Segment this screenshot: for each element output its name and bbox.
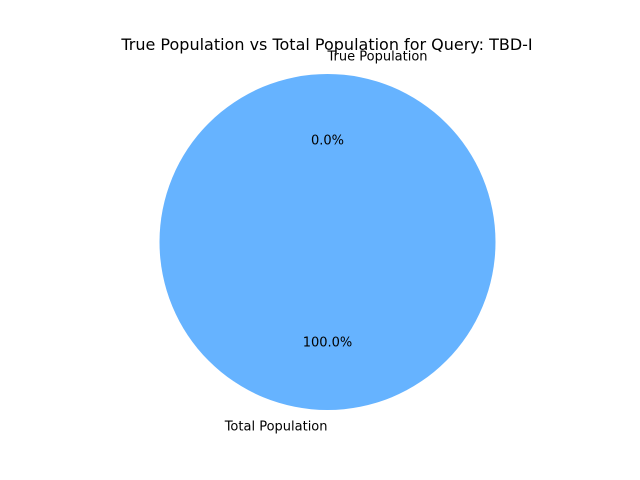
chart-title: True Population vs Total Population for … <box>120 35 532 54</box>
slice-pct-label-0: 0.0% <box>311 134 344 149</box>
slice-label-0: True Population <box>327 50 428 65</box>
pie-labels: True Population 0.0% Total Population 100.0… <box>224 50 428 435</box>
pie-slices <box>159 74 496 410</box>
pie-slice-1 <box>159 74 496 410</box>
slice-label-1: Total Population <box>224 419 328 434</box>
slice-pct-label-1: 100.0% <box>303 335 353 350</box>
